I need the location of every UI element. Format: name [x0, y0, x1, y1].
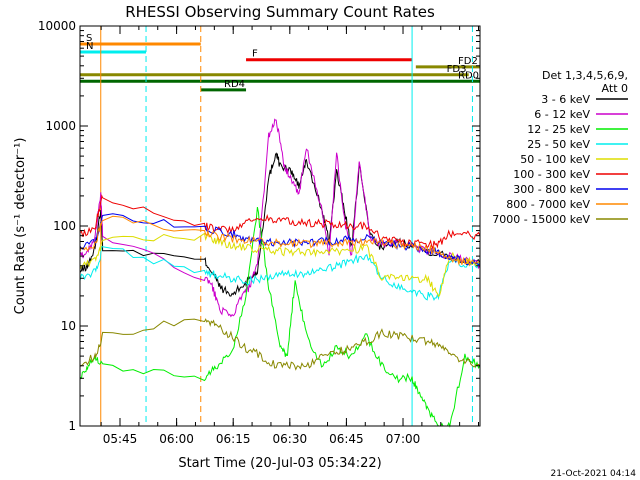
y-tick-label: 1 [68, 419, 76, 433]
y-tick-label: 10 [61, 319, 76, 333]
x-axis-label: Start Time (20-Jul-03 05:34:22) [178, 456, 381, 471]
legend: Det 1,3,4,5,6,9,Att 0 3 - 6 keV 6 - 12 keV… [492, 69, 628, 226]
series-line-5 [79, 194, 481, 250]
series-line-7 [79, 215, 481, 267]
legend-label-7: 800 - 7000 keV [506, 198, 590, 211]
legend-label-1: 6 - 12 keV [534, 108, 590, 121]
state-bar-label-s: S [86, 33, 92, 44]
state-bar-label-n: N [86, 41, 93, 52]
y-axis-label: Count Rate (s⁻¹ detector⁻¹) [13, 138, 28, 315]
legend-label-3: 25 - 50 keV [527, 138, 590, 151]
plot-series [79, 118, 481, 428]
x-tick-label: 05:45 [103, 432, 138, 446]
state-bar-label-fd2: FD2 [458, 56, 478, 67]
y-tick-label: 10000 [38, 19, 76, 33]
legend-label-4: 50 - 100 keV [520, 153, 590, 166]
legend-label-2: 12 - 25 keV [527, 123, 590, 136]
series-line-2 [79, 207, 481, 428]
legend-label-0: 3 - 6 keV [541, 93, 590, 106]
x-tick-label: 06:15 [216, 432, 251, 446]
chart-title: RHESSI Observing Summary Count Rates [125, 3, 435, 21]
footer-date: 21-Oct-2021 04:14 [551, 469, 637, 479]
x-tick-label: 06:30 [273, 432, 308, 446]
legend-label-6: 300 - 800 keV [513, 183, 590, 196]
legend-header-line-0: Det 1,3,4,5,6,9, [542, 69, 628, 82]
state-bar-label-rd0: RD0 [458, 70, 479, 81]
state-bar-label-rd4: RD4 [224, 79, 245, 90]
x-tick-label: 06:45 [329, 432, 364, 446]
legend-label-8: 7000 - 15000 keV [492, 213, 590, 226]
state-bar-label-f: F [252, 49, 258, 60]
x-tick-label: 06:00 [159, 432, 194, 446]
y-tick-label: 1000 [45, 119, 76, 133]
state-bar-label-fd3: FD3 [447, 64, 467, 75]
series-line-4 [79, 232, 481, 298]
series-line-8 [79, 318, 481, 371]
series-line-1 [79, 118, 481, 318]
legend-header-line-1: Att 0 [602, 82, 628, 95]
legend-label-5: 100 - 300 keV [513, 168, 590, 181]
plot-frame [79, 25, 481, 427]
series-line-0 [79, 152, 481, 297]
y-tick-label: 100 [53, 219, 76, 233]
axes: 1 10 100 1000 10000 05:45 06:00 06:15 06:30 06:45… [38, 19, 480, 446]
series-line-3 [79, 246, 481, 301]
x-tick-label: 07:00 [386, 432, 421, 446]
